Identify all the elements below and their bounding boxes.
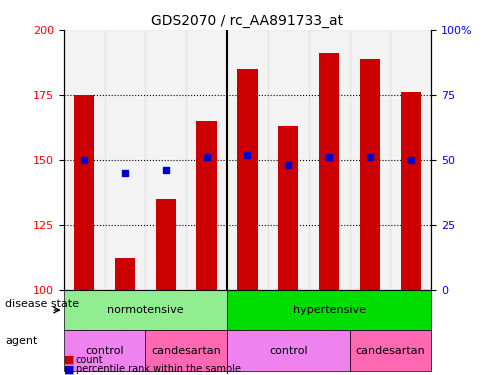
Text: agent: agent (5, 336, 37, 346)
Bar (278, 126, 298, 290)
FancyBboxPatch shape (64, 330, 146, 371)
Bar (64, 30, 104, 290)
Bar (115, 258, 135, 290)
Text: candesartan: candesartan (355, 346, 425, 356)
Text: control: control (269, 346, 308, 356)
Bar (156, 199, 176, 290)
FancyBboxPatch shape (227, 290, 431, 330)
Bar (360, 58, 380, 290)
Text: count: count (76, 355, 103, 365)
Bar (391, 30, 431, 290)
Bar (74, 95, 94, 290)
Bar (349, 30, 391, 290)
Bar (196, 121, 217, 290)
Text: ■: ■ (64, 364, 74, 374)
Text: normotensive: normotensive (107, 305, 184, 315)
Text: candesartan: candesartan (151, 346, 221, 356)
FancyBboxPatch shape (349, 330, 431, 371)
Bar (268, 30, 309, 290)
Text: disease state: disease state (5, 299, 79, 309)
Bar (309, 30, 349, 290)
FancyBboxPatch shape (227, 330, 349, 371)
Bar (237, 69, 258, 290)
Title: GDS2070 / rc_AA891733_at: GDS2070 / rc_AA891733_at (151, 13, 343, 28)
FancyBboxPatch shape (64, 290, 227, 330)
Bar (319, 53, 339, 290)
Bar (401, 92, 421, 290)
Bar (227, 30, 268, 290)
Text: hypertensive: hypertensive (293, 305, 366, 315)
Bar (104, 30, 146, 290)
Text: control: control (85, 346, 124, 356)
Bar (146, 30, 186, 290)
Text: percentile rank within the sample: percentile rank within the sample (76, 364, 241, 374)
FancyBboxPatch shape (146, 330, 227, 371)
Text: ■: ■ (64, 355, 74, 365)
Bar (186, 30, 227, 290)
